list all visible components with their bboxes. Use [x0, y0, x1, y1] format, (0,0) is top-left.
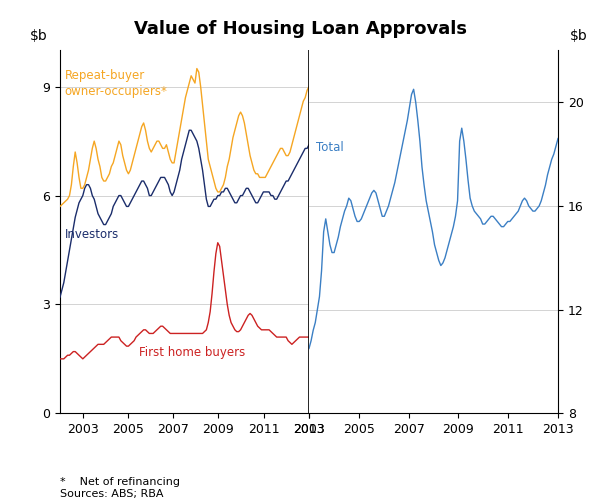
Text: $b: $b — [570, 29, 588, 43]
Text: Value of Housing Loan Approvals: Value of Housing Loan Approvals — [133, 20, 467, 38]
Text: $b: $b — [30, 29, 48, 43]
Text: First home buyers: First home buyers — [139, 346, 245, 359]
Text: Investors: Investors — [65, 228, 119, 241]
Text: Repeat-buyer
owner-occupiers*: Repeat-buyer owner-occupiers* — [65, 69, 167, 98]
Text: Total: Total — [316, 141, 344, 154]
Text: *    Net of refinancing
Sources: ABS; RBA: * Net of refinancing Sources: ABS; RBA — [60, 477, 180, 499]
